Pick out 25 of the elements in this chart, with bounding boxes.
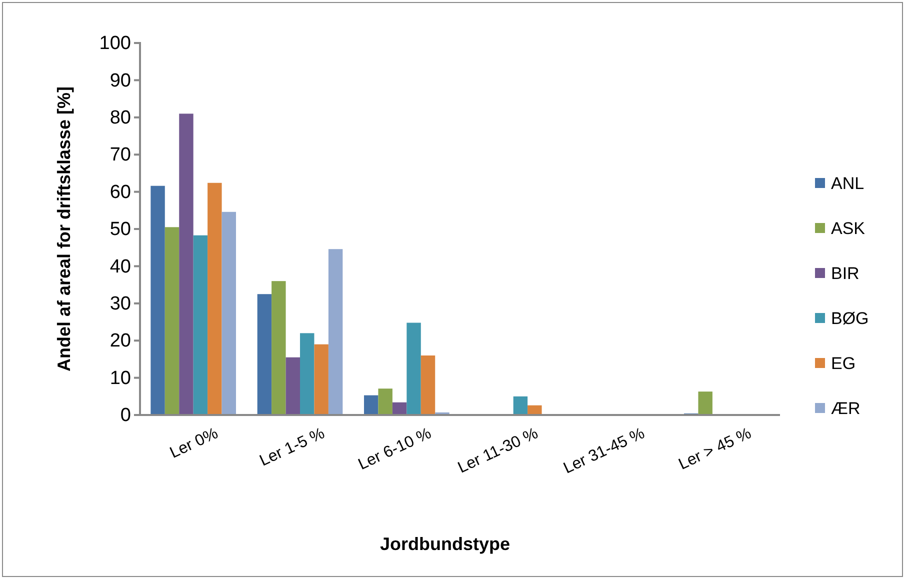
y-tick-label: 100: [99, 33, 131, 54]
x-tick-label: Ler 11-30 %: [456, 425, 541, 477]
x-tick-label: Ler > 45 %: [676, 425, 754, 474]
y-tick-label: 20: [110, 330, 131, 352]
x-tick-label: Ler 0%: [168, 425, 221, 462]
legend-label: BØG: [831, 308, 869, 328]
legend-label: EG: [831, 354, 856, 373]
y-tick-label: 30: [110, 293, 131, 314]
y-tick-label: 0: [120, 405, 131, 426]
legend-label: ANL: [831, 174, 864, 193]
y-tick-label: 50: [110, 219, 131, 240]
legend-label: ASK: [831, 218, 866, 238]
y-tick-label: 70: [110, 144, 131, 166]
x-tick-label: Ler 6-10 %: [356, 425, 434, 474]
y-tick-label: 90: [110, 70, 131, 92]
y-tick-label: 10: [110, 368, 131, 389]
x-tick-label: Ler 31-45 %: [561, 425, 648, 478]
y-tick-label: 40: [110, 256, 131, 278]
y-tick-label: 80: [110, 107, 131, 128]
legend-label: BIR: [831, 264, 860, 283]
legend-label: ÆR: [831, 398, 860, 418]
y-tick-label: 60: [110, 182, 131, 203]
y-axis-title: Andel af areal for driftsklasse [%]: [54, 86, 74, 372]
x-tick-label: Ler 1-5 %: [257, 425, 328, 470]
x-axis-title: Jordbundstype: [380, 534, 510, 554]
